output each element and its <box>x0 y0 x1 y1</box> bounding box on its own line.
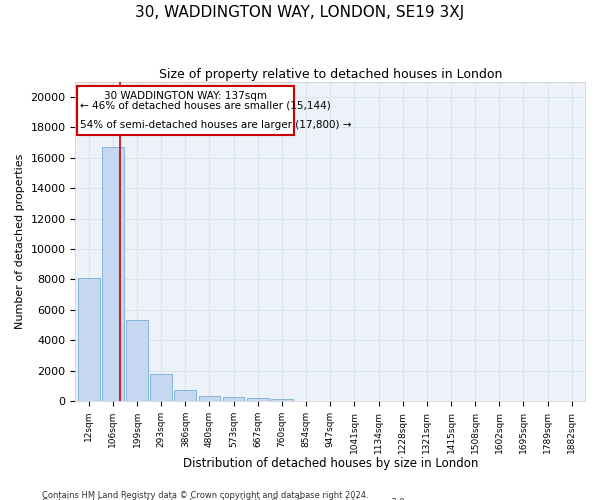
Bar <box>175 390 196 401</box>
Bar <box>126 320 148 401</box>
Title: Size of property relative to detached houses in London: Size of property relative to detached ho… <box>158 68 502 80</box>
Text: ← 46% of detached houses are smaller (15,144): ← 46% of detached houses are smaller (15… <box>80 101 331 111</box>
Bar <box>150 374 172 401</box>
Bar <box>247 398 269 401</box>
Bar <box>78 278 100 401</box>
Bar <box>102 147 124 401</box>
Bar <box>77 86 294 135</box>
Bar <box>223 398 244 401</box>
Text: 30, WADDINGTON WAY, LONDON, SE19 3XJ: 30, WADDINGTON WAY, LONDON, SE19 3XJ <box>136 5 464 20</box>
Text: Contains HM Land Registry data © Crown copyright and database right 2024.: Contains HM Land Registry data © Crown c… <box>42 490 368 500</box>
Text: 30 WADDINGTON WAY: 137sqm: 30 WADDINGTON WAY: 137sqm <box>104 91 267 101</box>
Bar <box>199 396 220 401</box>
Y-axis label: Number of detached properties: Number of detached properties <box>15 154 25 329</box>
Text: 54% of semi-detached houses are larger (17,800) →: 54% of semi-detached houses are larger (… <box>80 120 352 130</box>
Text: Contains public sector information licensed under the Open Government Licence v3: Contains public sector information licen… <box>42 498 407 500</box>
Bar <box>271 398 293 401</box>
X-axis label: Distribution of detached houses by size in London: Distribution of detached houses by size … <box>182 457 478 470</box>
